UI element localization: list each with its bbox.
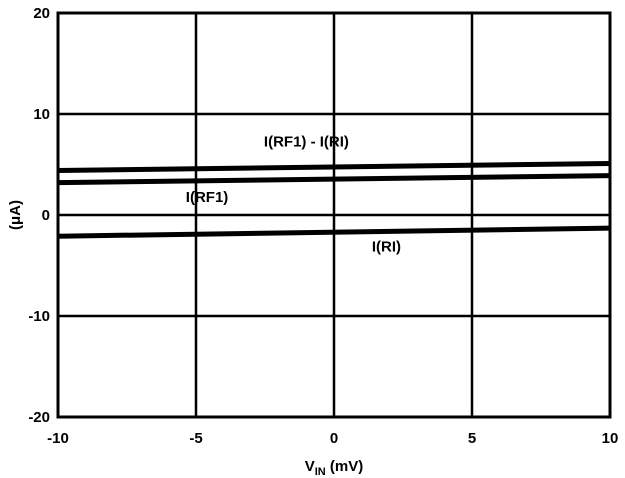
x-tick-label: -10	[47, 430, 69, 447]
y-tick-label: 10	[33, 106, 50, 123]
x-tick-labels: -10 -5 0 5 10	[47, 430, 618, 447]
series-line-1	[57, 173, 611, 186]
y-tick-label: 20	[33, 5, 50, 22]
x-tick-label: 10	[602, 430, 619, 447]
series-label-0: I(RF1) - I(RI)	[264, 133, 349, 150]
x-tick-label: -5	[189, 430, 202, 447]
y-axis-label: (μA)	[7, 200, 24, 230]
y-tick-labels: -20 -10 0 10 20	[28, 5, 50, 426]
x-tick-label: 0	[330, 430, 338, 447]
x-axis-label-subscript: IN	[315, 466, 326, 478]
series-line-2	[57, 225, 611, 239]
x-tick-label: 5	[468, 430, 476, 447]
y-tick-label: -20	[28, 409, 50, 426]
series-labels: I(RF1) - I(RI) I(RF1) I(RI)	[186, 133, 401, 255]
x-axis-label-unit: (mV)	[326, 458, 364, 475]
x-axis-label: VIN (mV)	[305, 458, 364, 478]
y-tick-label: 0	[42, 207, 50, 224]
series-label-1: I(RF1)	[186, 189, 229, 206]
y-tick-label: -10	[28, 308, 50, 325]
x-axis-label-main: V	[305, 458, 315, 475]
plot-border	[56, 11, 612, 419]
series-line-0	[57, 160, 611, 174]
series-lines	[57, 160, 611, 239]
series-label-2: I(RI)	[372, 238, 401, 255]
grid	[58, 13, 610, 417]
